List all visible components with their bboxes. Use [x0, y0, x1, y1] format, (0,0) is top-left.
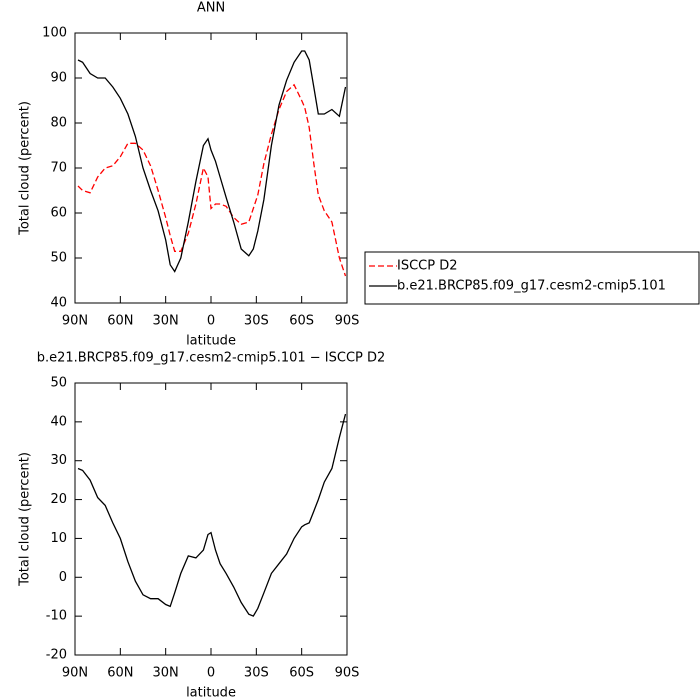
y-axis-label: Total cloud (percent): [18, 101, 33, 236]
data-line: [77, 50, 347, 273]
y-tick-label: 50: [50, 251, 67, 266]
x-tick-label: 90N: [62, 314, 88, 329]
data-line: [77, 413, 347, 617]
y-axis-label: Total cloud (percent): [18, 452, 33, 587]
y-tick-label: 40: [50, 296, 67, 311]
y-tick-label: 20: [50, 492, 67, 507]
x-axis-label: latitude: [186, 686, 236, 700]
y-tick-label: 90: [50, 71, 67, 86]
y-tick-label: 30: [50, 453, 67, 468]
chart-title: b.e21.BRCP85.f09_g17.cesm2-cmip5.101 − I…: [37, 351, 386, 366]
y-tick-label: 60: [50, 206, 67, 221]
chart-title: ANN: [197, 1, 225, 16]
y-tick-label: 70: [50, 161, 67, 176]
plot-frame: [74, 382, 348, 656]
x-tick-label: 0: [207, 666, 215, 681]
x-tick-label: 90N: [62, 666, 88, 681]
y-tick-label: 10: [50, 531, 67, 546]
x-tick-label: 90S: [335, 666, 360, 681]
legend-label: ISCCP D2: [397, 259, 458, 274]
x-tick-label: 60N: [107, 666, 133, 681]
y-tick-label: 0: [59, 570, 67, 585]
plot-frame: [74, 32, 348, 304]
x-tick-label: 0: [207, 314, 215, 329]
legend-box: [364, 251, 700, 305]
x-tick-label: 90S: [335, 314, 360, 329]
x-tick-label: 30S: [244, 314, 269, 329]
y-tick-label: 80: [50, 116, 67, 131]
data-line: [77, 83, 347, 277]
y-tick-label: 50: [50, 376, 67, 391]
x-tick-label: 30S: [244, 666, 269, 681]
x-tick-label: 60S: [289, 666, 314, 681]
y-tick-label: -20: [46, 648, 67, 663]
y-tick-label: -10: [46, 609, 67, 624]
x-axis-label: latitude: [186, 334, 236, 349]
x-tick-label: 60S: [289, 314, 314, 329]
x-tick-label: 30N: [153, 314, 179, 329]
legend-label: b.e21.BRCP85.f09_g17.cesm2-cmip5.101: [397, 279, 666, 294]
y-tick-label: 40: [50, 414, 67, 429]
x-tick-label: 60N: [107, 314, 133, 329]
x-tick-label: 30N: [153, 666, 179, 681]
y-tick-label: 100: [42, 26, 67, 41]
